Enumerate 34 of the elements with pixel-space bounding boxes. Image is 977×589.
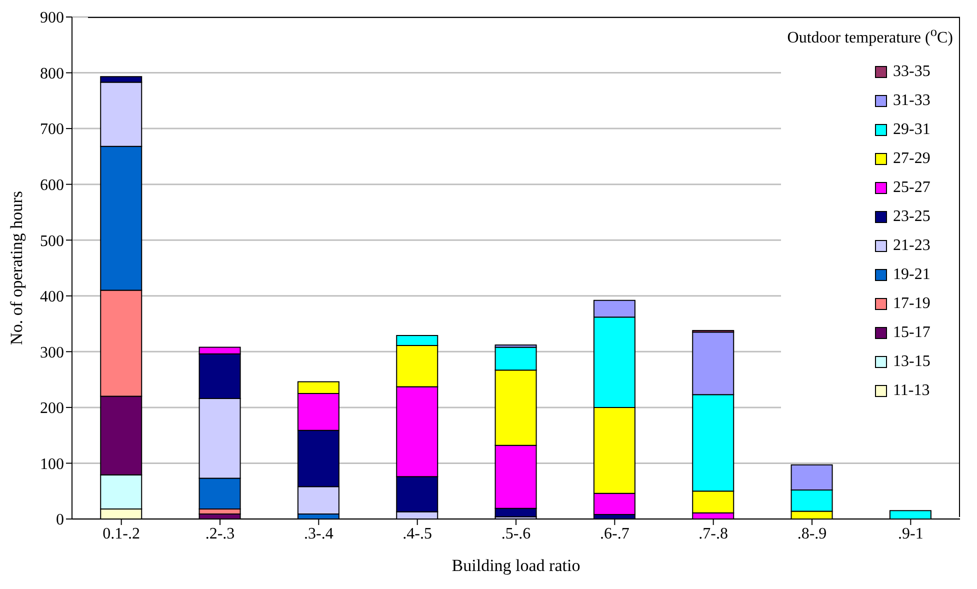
legend-title: Outdoor temperature ($^{o}$C) <box>787 24 953 48</box>
legend-label: 15-17 <box>893 324 930 342</box>
legend-label: 11-13 <box>893 382 930 400</box>
y-tick-label: 400 <box>40 288 64 306</box>
x-axis-title: Building load ratio <box>452 556 580 575</box>
legend-label: 27-29 <box>893 150 930 168</box>
y-axis-title: No. of operating hours <box>7 191 26 345</box>
y-tick-label: 500 <box>40 232 64 250</box>
legend-label: 31-33 <box>893 92 930 110</box>
legend-label: 29-31 <box>893 120 930 139</box>
legend-label: 19-21 <box>893 266 930 284</box>
legend-label: 17-19 <box>893 294 930 313</box>
y-tick-label: 200 <box>40 400 64 418</box>
x-tick-label: .5-.6 <box>501 525 531 542</box>
x-tick-label: .3-.4 <box>304 525 334 542</box>
y-tick-label: 800 <box>40 65 64 82</box>
x-tick-label: 0.1-.2 <box>102 525 140 542</box>
y-tick-label: 900 <box>40 10 64 27</box>
legend-label: 33-35 <box>893 62 930 81</box>
legend-label: 21-23 <box>893 236 930 255</box>
x-tick-label: .7-.8 <box>698 525 728 542</box>
x-tick-label: .6-.7 <box>600 525 630 542</box>
x-tick-label: .8-.9 <box>797 525 827 542</box>
y-tick-label: 0 <box>56 512 64 529</box>
legend-label: 25-27 <box>893 178 930 197</box>
x-tick-label: .4-.5 <box>402 525 432 542</box>
y-tick-label: 700 <box>40 121 64 138</box>
legend-label: 23-25 <box>893 208 930 226</box>
y-tick-label: 100 <box>40 456 64 473</box>
x-tick-label: .2-.3 <box>205 525 235 542</box>
y-tick-label: 600 <box>40 177 64 194</box>
legend-label: 13-15 <box>893 352 930 371</box>
x-tick-label: .9-1 <box>898 525 924 542</box>
y-tick-label: 300 <box>40 344 64 362</box>
